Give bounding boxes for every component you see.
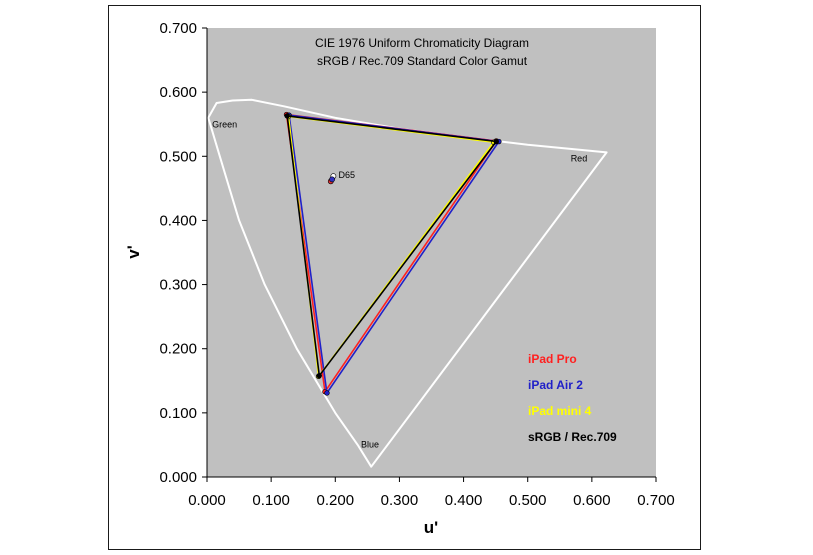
x-tick-label: 0.500	[509, 492, 547, 509]
chart-subtitle: sRGB / Rec.709 Standard Color Gamut	[317, 54, 528, 68]
legend-srgb-rec-709: sRGB / Rec.709	[528, 430, 617, 444]
x-tick-label: 0.400	[445, 492, 483, 509]
y-tick-label: 0.500	[159, 148, 197, 165]
y-tick-label: 0.000	[159, 469, 197, 486]
y-tick-label: 0.200	[159, 341, 197, 358]
legend: iPad Pro iPad Air 2 iPad mini 4 sRGB / Rec.…	[528, 352, 617, 444]
gamut-srgb-rec-709	[286, 115, 498, 377]
annotation-d65: D65	[338, 170, 355, 180]
x-tick-label: 0.000	[188, 492, 226, 509]
y-tick-label: 0.700	[159, 20, 197, 37]
y-tick-label: 0.100	[159, 405, 197, 422]
y-tick-label: 0.400	[159, 212, 197, 229]
point-ipad-air-2-2	[324, 390, 330, 396]
chart-title: CIE 1976 Uniform Chromaticity Diagram	[315, 36, 529, 50]
point-srgb-rec-709-2	[316, 372, 322, 379]
x-axis-label: u'	[424, 518, 438, 537]
legend-ipad-mini-4: iPad mini 4	[528, 404, 592, 418]
white-point-2	[329, 176, 335, 183]
y-axis-label: v'	[124, 245, 143, 259]
x-tick-label: 0.200	[317, 492, 355, 509]
legend-ipad-air-2: iPad Air 2	[528, 378, 583, 392]
point-srgb-rec-709-1	[493, 138, 499, 145]
y-tick-label: 0.300	[159, 277, 197, 294]
annotation-blue: Blue	[361, 439, 379, 449]
legend-ipad-pro: iPad Pro	[528, 352, 577, 366]
annotation-red: Red	[571, 153, 588, 163]
point-srgb-rec-709-0	[284, 113, 290, 119]
x-tick-label: 0.700	[637, 492, 675, 509]
x-tick-label: 0.600	[573, 492, 611, 509]
plot-area	[207, 28, 656, 477]
y-tick-label: 0.600	[159, 84, 197, 101]
annotation-green: Green	[212, 119, 237, 129]
x-tick-label: 0.100	[252, 492, 290, 509]
x-tick-label: 0.300	[381, 492, 419, 509]
